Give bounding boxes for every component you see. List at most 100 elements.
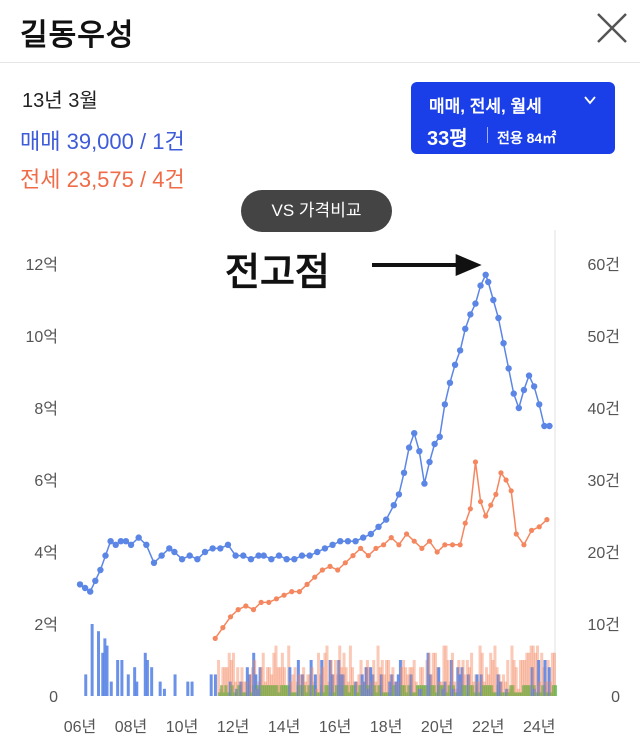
wolse-volume-bar	[241, 692, 245, 696]
sale-volume-bar	[505, 688, 509, 696]
sale-volume-bar	[135, 681, 139, 696]
jeonse-volume-bar	[355, 681, 359, 696]
sale-price-point	[306, 552, 313, 559]
jeonse-price-line	[214, 461, 548, 639]
sale-price-point	[166, 545, 173, 552]
sale-price-point	[400, 469, 408, 476]
sale-price-point	[337, 538, 344, 545]
sale-volume-bar	[388, 681, 392, 696]
jeonse-price-point	[365, 553, 371, 559]
jeonse-price-point	[281, 592, 287, 598]
sale-price-point	[446, 379, 454, 386]
sale-volume-bar	[228, 681, 232, 696]
y-left-tick-label: 8억	[34, 400, 58, 418]
sale-volume-bar	[126, 674, 130, 696]
arrow-head	[455, 254, 482, 276]
compare-button[interactable]: VS 가격비교	[241, 190, 392, 232]
sale-price-point	[546, 422, 553, 430]
sale-volume-bar	[390, 674, 394, 696]
jeonse-volume-bar	[380, 660, 384, 696]
jeonse-price-point	[457, 542, 463, 548]
sale-volume-bar	[133, 667, 137, 696]
sale-price-point	[268, 556, 275, 563]
wolse-volume-bar	[519, 692, 523, 696]
sale-volume-bar	[247, 674, 251, 696]
jeonse-volume-bar	[484, 667, 488, 696]
sale-price-point	[431, 440, 438, 448]
sale-price-point	[135, 534, 142, 541]
jeonse-price-point	[373, 545, 379, 552]
jeonse-volume-bar	[278, 667, 282, 696]
wolse-volume-bar	[492, 692, 496, 696]
y-right-tick-label: 50건	[587, 328, 620, 346]
jeonse-price-point	[250, 607, 257, 613]
jeonse-price-point	[449, 542, 456, 548]
wolse-volume-bar	[400, 685, 404, 696]
sale-price-point	[81, 584, 89, 592]
jeonse-volume-bar	[387, 660, 391, 696]
wolse-volume-bar	[286, 685, 290, 696]
jeonse-volume-bar	[231, 652, 235, 696]
x-tick-label: 14년	[268, 718, 301, 736]
jeonse-volume-bar	[342, 652, 346, 696]
sale-volume-bar	[418, 688, 422, 696]
wolse-volume-bar	[502, 692, 506, 696]
jeonse-volume-bar	[399, 667, 403, 696]
wolse-volume-bar	[454, 692, 458, 696]
x-tick-label: 10년	[166, 718, 199, 736]
jeonse-volume-bar	[412, 660, 416, 696]
jeonse-volume-bar	[321, 667, 325, 696]
sale-volume-bar	[186, 681, 190, 696]
sale-volume-bar	[252, 652, 256, 696]
jeonse-volume-bar	[523, 660, 527, 696]
sale-volume-bar	[328, 660, 332, 696]
wolse-volume-bar	[326, 685, 330, 696]
sale-price-point	[102, 552, 109, 559]
jeonse-volume-bar	[276, 667, 280, 696]
x-tick-label: 20년	[421, 718, 454, 736]
jeonse-volume-bar	[265, 667, 269, 696]
jeonse-volume-bar	[510, 645, 514, 696]
wolse-volume-bar	[405, 692, 409, 696]
sale-volume-bar	[367, 688, 371, 696]
sale-volume-bar	[190, 681, 194, 696]
jeonse-price-point	[544, 517, 550, 523]
jeonse-price-point	[273, 596, 280, 602]
sale-price-point	[240, 552, 247, 559]
sale-volume-bar	[437, 667, 441, 696]
sale-volume-bar	[109, 681, 113, 696]
wolse-volume-bar	[422, 685, 426, 696]
y-right-tick-label: 10건	[587, 616, 620, 634]
sale-volume-bar	[537, 660, 541, 696]
sale-price-point	[510, 390, 517, 397]
jeonse-price-point	[528, 527, 535, 534]
wolse-volume-bar	[528, 685, 532, 696]
sale-price-point	[390, 502, 398, 509]
close-icon[interactable]	[594, 10, 630, 46]
jeonse-price-point	[488, 502, 494, 508]
sale-volume-bar	[362, 681, 366, 696]
wolse-volume-bar	[447, 685, 451, 696]
deal-type-filter-button[interactable]: 매매, 전세, 월세 33평 전용 84㎡	[411, 82, 615, 154]
wolse-volume-bar	[424, 685, 428, 696]
sale-price-point	[367, 530, 375, 538]
wolse-volume-bar	[541, 685, 545, 696]
sale-summary: 매매 39,000 / 1건	[20, 129, 185, 154]
sale-volume-bar	[120, 660, 124, 696]
y-left-tick-label: 10억	[25, 328, 58, 346]
jeonse-volume-bar	[461, 660, 465, 696]
wolse-volume-bar	[549, 692, 553, 696]
sale-price-point	[127, 541, 135, 548]
sale-price-point	[143, 541, 150, 548]
wolse-volume-bar	[260, 685, 264, 696]
wolse-volume-bar	[381, 692, 385, 696]
wolse-volume-bar	[407, 685, 411, 696]
wolse-volume-bar	[222, 692, 226, 696]
sale-volume-bar	[239, 681, 243, 696]
wolse-volume-bar	[311, 685, 315, 696]
sale-volume-bar	[426, 652, 430, 696]
jeonse-volume-bar	[478, 645, 482, 696]
jeonse-volume-bar	[472, 681, 476, 696]
sale-volume-bar	[364, 667, 368, 696]
